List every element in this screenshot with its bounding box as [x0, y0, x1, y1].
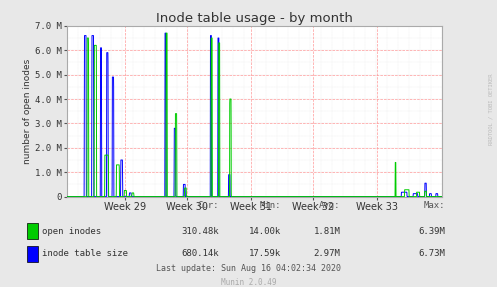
- Text: Avg:: Avg:: [319, 201, 340, 210]
- Text: Min:: Min:: [259, 201, 281, 210]
- Text: 680.14k: 680.14k: [181, 249, 219, 259]
- Text: inode table size: inode table size: [42, 249, 128, 259]
- Text: Cur:: Cur:: [197, 201, 219, 210]
- Text: Last update: Sun Aug 16 04:02:34 2020: Last update: Sun Aug 16 04:02:34 2020: [156, 264, 341, 273]
- Y-axis label: number of open inodes: number of open inodes: [23, 59, 32, 164]
- Text: 6.39M: 6.39M: [418, 226, 445, 236]
- Text: Max:: Max:: [423, 201, 445, 210]
- Text: 2.97M: 2.97M: [314, 249, 340, 259]
- Text: 6.73M: 6.73M: [418, 249, 445, 259]
- Text: RRDTOOL / TOBI OETIKER: RRDTOOL / TOBI OETIKER: [489, 73, 494, 145]
- Text: open inodes: open inodes: [42, 226, 101, 236]
- Text: 310.48k: 310.48k: [181, 226, 219, 236]
- Text: 1.81M: 1.81M: [314, 226, 340, 236]
- Text: Munin 2.0.49: Munin 2.0.49: [221, 278, 276, 287]
- Title: Inode table usage - by month: Inode table usage - by month: [156, 12, 353, 25]
- Text: 14.00k: 14.00k: [248, 226, 281, 236]
- Text: 17.59k: 17.59k: [248, 249, 281, 259]
